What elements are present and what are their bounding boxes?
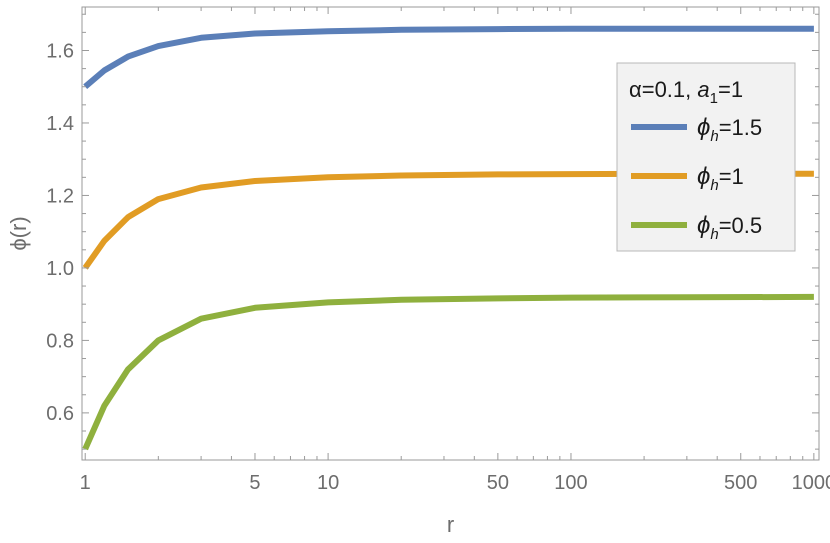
legend-box <box>616 62 796 252</box>
x-tick-label: 500 <box>724 472 757 494</box>
legend-entry-1: ϕh=1.5 <box>697 114 762 145</box>
y-tick-label: 0.8 <box>46 330 74 352</box>
x-axis-label: r <box>447 512 454 537</box>
legend-entry-2: ϕh=1 <box>697 163 744 194</box>
y-tick-label: 1.6 <box>46 40 74 62</box>
series-line-2 <box>82 170 814 270</box>
x-tick-label: 5 <box>249 472 260 494</box>
series-line-1 <box>83 25 814 89</box>
labels-layer: r ϕ(r) <box>6 216 454 537</box>
legend: α=0.1, a1=1 ϕh=1.5 ϕh=1 ϕh=0.5 <box>616 62 796 252</box>
legend-entry-3: ϕh=0.5 <box>697 212 762 243</box>
y-tick-label: 1.0 <box>46 258 74 280</box>
y-tick-label: 1.2 <box>46 185 74 207</box>
x-tick-label: 10 <box>317 472 339 494</box>
plot-frame <box>81 6 820 461</box>
x-tick-label: 50 <box>487 472 509 494</box>
y-axis-label: ϕ(r) <box>6 216 31 250</box>
y-tick-label: 0.6 <box>46 403 74 425</box>
series-line-3 <box>82 293 814 451</box>
series-layer <box>82 25 814 451</box>
legend-title: α=0.1, a1=1 <box>629 77 743 107</box>
x-tick-label: 100 <box>554 472 587 494</box>
y-tick-label: 1.4 <box>46 113 74 135</box>
plot-border <box>81 6 820 461</box>
x-tick-label: 1 <box>80 472 91 494</box>
